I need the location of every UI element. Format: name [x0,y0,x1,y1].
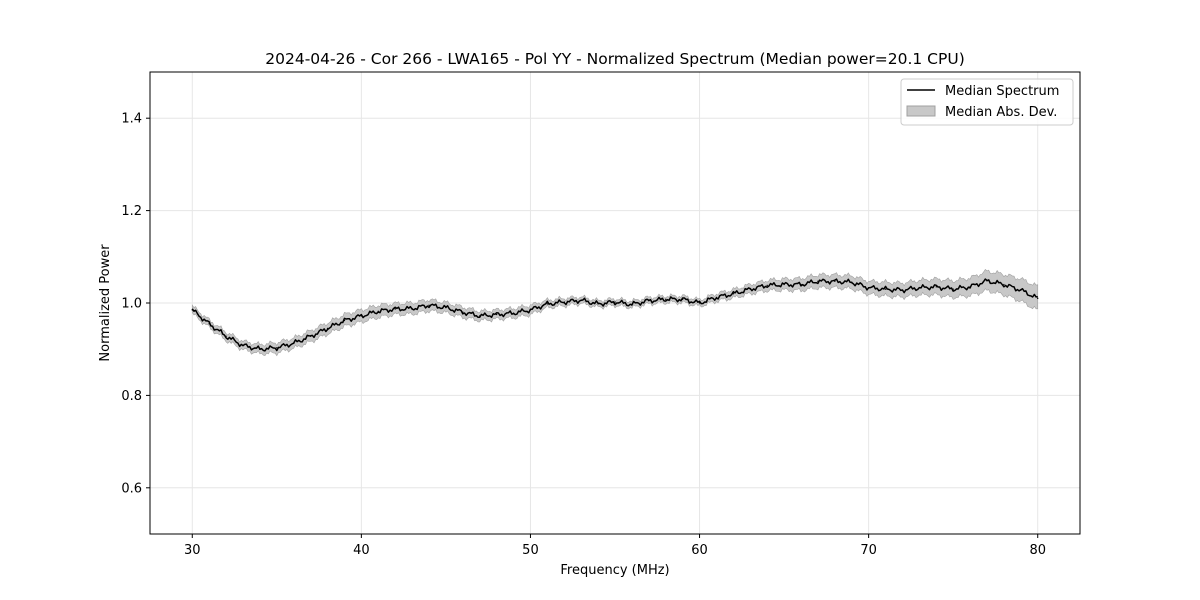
chart-title: 2024-04-26 - Cor 266 - LWA165 - Pol YY -… [265,50,965,68]
median-spectrum-point [208,323,210,325]
median-spectrum-point [479,315,481,317]
median-spectrum-point [377,310,379,313]
median-spectrum-line [191,278,1038,352]
median-spectrum-point [259,348,261,350]
median-spectrum-point [901,289,904,291]
median-spectrum-point [732,293,735,295]
x-axis-label: Frequency (MHz) [560,563,669,578]
x-tick-label: 60 [691,543,708,558]
median-spectrum-point [665,298,667,301]
median-spectrum-point [276,347,278,349]
median-spectrum-point [225,335,227,337]
median-abs-dev-band [191,269,1039,357]
median-spectrum-point [834,280,836,282]
median-spectrum-point [614,301,616,303]
median-spectrum-point [445,306,447,309]
legend-mad-label: Median Abs. Dev. [945,105,1057,120]
median-spectrum-point [935,286,937,288]
median-spectrum-point [512,312,515,314]
y-axis-ticks: 0.6 0.8 1.0 1.2 1.4 [121,112,150,496]
x-tick-label: 40 [353,543,370,558]
y-tick-label: 1.2 [121,204,142,219]
median-spectrum-point [462,311,464,313]
y-tick-label: 1.4 [121,112,142,127]
legend-box [900,78,1074,126]
median-spectrum-point [800,283,802,286]
median-spectrum-point [309,335,312,337]
x-axis-ticks: 30 40 50 60 70 80 [184,534,1046,558]
y-axis-label: Normalized Power [98,244,113,362]
median-spectrum-point [867,287,870,289]
median-spectrum-point [1003,283,1005,286]
median-spectrum-point [546,303,549,305]
x-tick-label: 80 [1029,543,1046,558]
median-spectrum-point [715,296,718,299]
median-spectrum-point [884,288,887,290]
legend: Median Spectrum Median Abs. Dev. [900,78,1074,126]
mad-band-layer [191,269,1039,357]
median-spectrum-point [326,327,329,330]
legend-median-spectrum-label: Median Spectrum [945,84,1059,99]
median-spectrum-point [242,344,244,347]
median-spectrum-point [648,299,650,302]
y-tick-label: 0.6 [121,481,142,496]
median-spectrum-point [563,301,565,303]
median-spectrum-point [749,288,751,290]
median-spectrum-point [597,303,599,305]
median-spectrum-point [766,284,768,287]
median-spectrum-point [1020,289,1022,291]
y-tick-label: 1.0 [121,297,142,312]
median-spectrum-point [952,288,954,290]
median-spectrum-point [969,286,971,288]
median-spectrum-point [631,303,633,306]
median-spectrum-point [360,315,363,317]
median-spectrum-point [394,308,396,310]
median-spectrum-point [580,299,582,301]
median-spectrum-point [918,287,921,289]
x-tick-label: 70 [860,543,877,558]
legend-mad-swatch [906,105,936,117]
median-spectrum-point [428,304,430,307]
median-spectrum-point [1037,297,1039,300]
y-tick-label: 0.8 [121,389,142,404]
median-line-layer [191,278,1039,352]
median-spectrum-point [293,342,295,344]
x-tick-label: 50 [522,543,539,558]
median-spectrum-point [529,309,532,311]
median-spectrum-point [495,313,498,316]
median-spectrum-point [851,281,853,283]
median-spectrum-point [343,319,346,322]
median-spectrum-point [681,298,684,301]
median-spectrum-point [783,283,785,286]
median-spectrum-point [986,280,988,282]
median-spectrum-point [411,307,413,310]
median-spectrum-point [191,309,193,311]
median-spectrum-point [698,302,701,304]
x-tick-label: 30 [184,543,201,558]
median-spectrum-point [817,280,819,282]
